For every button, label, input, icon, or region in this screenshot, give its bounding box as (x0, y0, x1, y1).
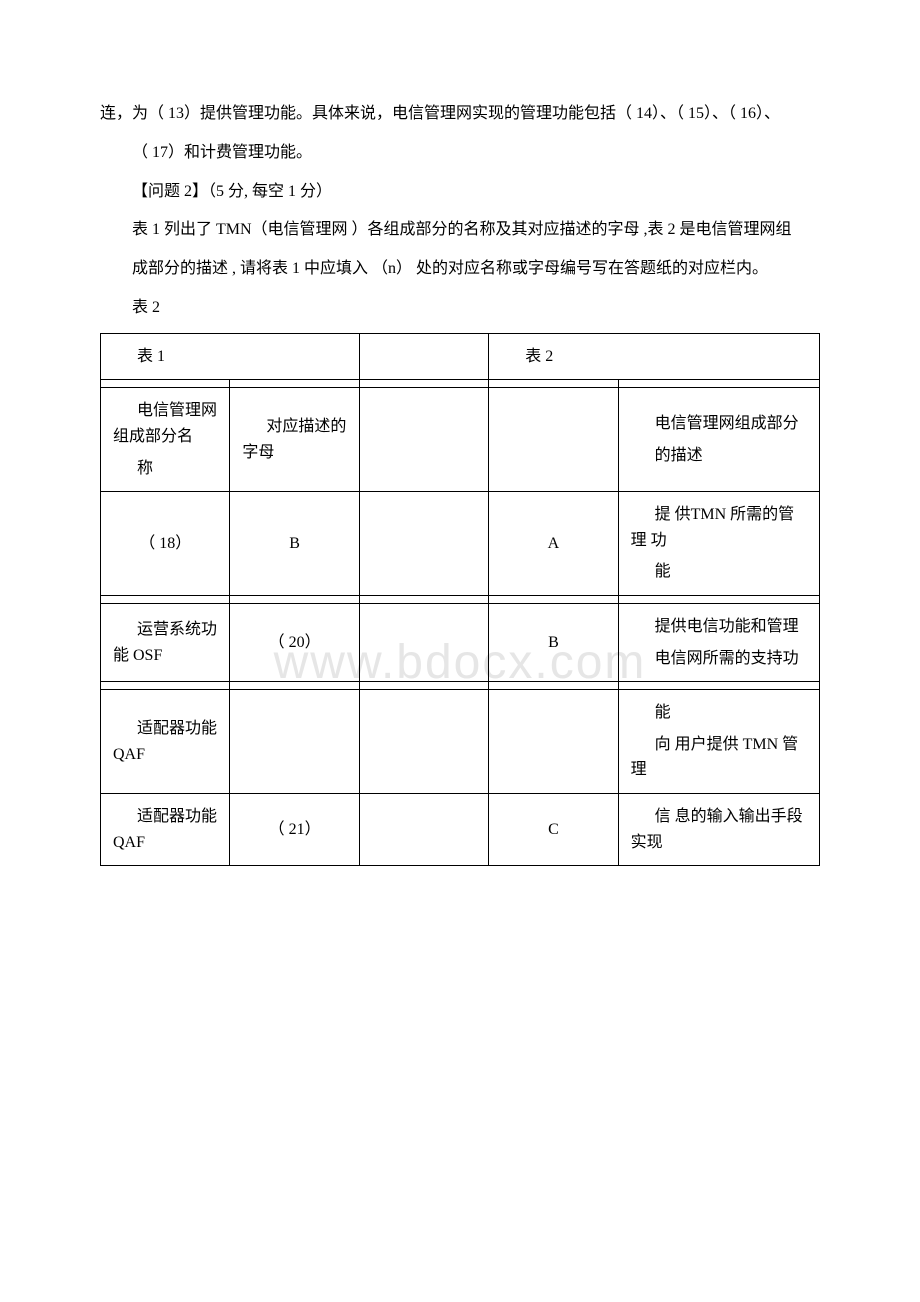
blank-cell (230, 380, 359, 388)
blank-cell (101, 595, 230, 603)
table-header-row: 表 1 表 2 (101, 333, 820, 380)
blank-cell (618, 595, 819, 603)
subheader-desc: 电信管理网组成部分 的描述 (618, 388, 819, 492)
cell-qaf2: 适配器功能 QAF (101, 793, 230, 865)
header-cell-table2: 表 2 (489, 333, 820, 380)
cell-gap (359, 492, 488, 596)
cell-osf: 运营系统功能 OSF (101, 603, 230, 681)
cell-gap (359, 603, 488, 681)
blank-cell (359, 682, 488, 690)
table-row-2: （ 18） B A 提 供TMN 所需的管理 功 能 (101, 492, 820, 596)
blank-cell (489, 380, 618, 388)
blank-cell (230, 595, 359, 603)
table-row-5: 适配器功能 QAF （ 21） C 信 息的输入输出手段 实现 (101, 793, 820, 865)
cell-b: B (230, 492, 359, 596)
cell-desc-mid: 能 向 用户提供 TMN 管 理 (618, 690, 819, 794)
table-blank-row-1 (101, 380, 820, 388)
cell-desc-b: 提供电信功能和管理 电信网所需的支持功 (618, 603, 819, 681)
table-blank-row-2 (101, 595, 820, 603)
cell-21: （ 21） (230, 793, 359, 865)
paragraph-3: 【问题 2】（5 分, 每空 1 分） (100, 178, 820, 207)
blank-cell (359, 380, 488, 388)
table-blank-row-3 (101, 682, 820, 690)
blank-cell (489, 595, 618, 603)
cell-a: A (489, 492, 618, 596)
subheader-letter: 对应描述的字母 (230, 388, 359, 492)
cell-qaf1: 适配器功能 QAF (101, 690, 230, 794)
header-cell-gap (359, 333, 488, 380)
cell-18: （ 18） (101, 492, 230, 596)
cell-empty (230, 690, 359, 794)
table-row-4: 适配器功能 QAF 能 向 用户提供 TMN 管 理 (101, 690, 820, 794)
subheader-name: 电信管理网组成部分名 称 (101, 388, 230, 492)
blank-cell (618, 380, 819, 388)
header-cell-table1: 表 1 (101, 333, 360, 380)
paragraph-1: 连，为（ 13）提供管理功能。具体来说，电信管理网实现的管理功能包括（ 14）、… (100, 100, 820, 129)
table-subheader-row: 电信管理网组成部分名 称 对应描述的字母 电信管理网组成部分 的描述 (101, 388, 820, 492)
blank-cell (489, 682, 618, 690)
cell-20: （ 20） (230, 603, 359, 681)
cell-b2: B (489, 603, 618, 681)
blank-cell (101, 380, 230, 388)
subheader-gap (359, 388, 488, 492)
cell-desc-c: 信 息的输入输出手段 实现 (618, 793, 819, 865)
cell-c: C (489, 793, 618, 865)
tmn-table: 表 1 表 2 电信管理网组成部分名 称 对应描述的字母 电信管理网组成部分 的… (100, 333, 820, 866)
blank-cell (618, 682, 819, 690)
table-row-3: 运营系统功能 OSF （ 20） B 提供电信功能和管理 电信网所需的支持功 (101, 603, 820, 681)
table-container: 表 1 表 2 电信管理网组成部分名 称 对应描述的字母 电信管理网组成部分 的… (100, 333, 820, 866)
blank-cell (359, 595, 488, 603)
paragraph-2: （ 17）和计费管理功能。 (100, 139, 820, 168)
cell-desc-a: 提 供TMN 所需的管理 功 能 (618, 492, 819, 596)
paragraph-5: 成部分的描述 , 请将表 1 中应填入 （n） 处的对应名称或字母编号写在答题纸… (100, 255, 820, 284)
table-label: 表 2 (100, 294, 820, 323)
cell-gap (359, 793, 488, 865)
blank-cell (230, 682, 359, 690)
blank-cell (101, 682, 230, 690)
paragraph-4: 表 1 列出了 TMN（电信管理网 ）各组成部分的名称及其对应描述的字母 ,表 … (100, 216, 820, 245)
cell-gap (359, 690, 488, 794)
cell-empty2 (489, 690, 618, 794)
subheader-gap2 (489, 388, 618, 492)
